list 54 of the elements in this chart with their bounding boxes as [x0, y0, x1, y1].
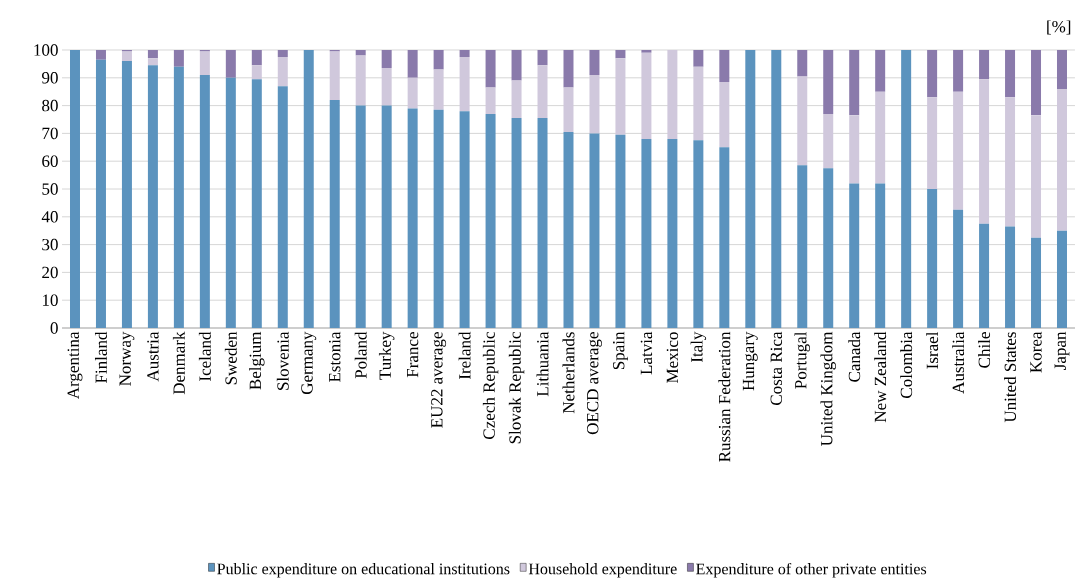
x-tick-label: Estonia: [329, 331, 341, 383]
x-tick-label: Argentina: [67, 331, 83, 400]
legend-label: Household expenditure: [528, 563, 677, 578]
x-tick-label: Poland: [354, 331, 367, 379]
y-tick-label: 30: [42, 239, 58, 251]
legend-label: Expenditure of other private entities: [696, 563, 927, 578]
x-tick-label: Australia: [952, 331, 965, 394]
x-tick-label: Portugal: [794, 332, 810, 389]
y-tick-label: 80: [42, 100, 58, 112]
x-tick-label: Mexico: [666, 332, 679, 384]
legend-label: Public expenditure on educational institutions: [217, 563, 510, 578]
x-tick-label: Japan: [1054, 331, 1070, 371]
y-axis-title: [%]: [1047, 20, 1071, 35]
x-tick-label: Canada: [848, 331, 861, 382]
x-tick-label: Finland: [94, 331, 107, 384]
x-tick-label: Slovenia: [276, 331, 289, 391]
x-tick-label: Germany: [301, 331, 317, 395]
y-tick-label: 0: [50, 322, 58, 334]
x-tick-label: EU22 average: [431, 332, 447, 428]
x-tick-label: Denmark: [172, 331, 185, 395]
x-tick-label: Israel: [926, 332, 939, 369]
x-tick-label: Norway: [119, 331, 135, 386]
y-tick-label: 60: [42, 155, 58, 168]
x-tick-label: Costa Rica: [770, 331, 782, 406]
x-tick-label: Russian Federation: [718, 331, 731, 462]
y-tick-label: 10: [42, 294, 58, 307]
x-tick-label: Slovak Republic: [508, 332, 525, 444]
x-tick-label: United Kingdom: [820, 331, 836, 447]
y-tick-label: 50: [42, 183, 58, 195]
x-tick-label: New Zealand: [874, 331, 887, 423]
x-tick-label: Chile: [978, 332, 991, 368]
x-tick-label: Iceland: [198, 331, 211, 382]
x-tick-label: Lithuania: [536, 331, 549, 397]
x-tick-label: Austria: [147, 331, 159, 382]
x-tick-label: Korea: [1030, 331, 1042, 373]
y-tick-label: 40: [41, 211, 58, 223]
x-tick-label: Czech Republic: [482, 332, 499, 440]
x-tick-label: United States: [1004, 332, 1017, 423]
x-tick-label: Colombia: [900, 331, 913, 399]
x-tick-label: Italy: [690, 331, 707, 363]
x-tick-label: Spain: [613, 331, 628, 370]
x-tick-label: Ireland: [458, 331, 471, 380]
y-tick-label: 100: [34, 44, 58, 56]
x-tick-label: Belgium: [249, 331, 265, 390]
x-tick-label: Sweden: [224, 331, 237, 385]
x-tick-label: Netherlands: [562, 332, 575, 414]
y-tick-label: 90: [42, 72, 58, 84]
x-tick-label: Turkey: [378, 331, 395, 380]
x-tick-label: Hungary: [742, 331, 758, 391]
x-tick-label: France: [407, 332, 419, 378]
y-tick-label: 20: [42, 266, 58, 279]
y-tick-label: 70: [42, 127, 58, 140]
x-tick-label: Latvia: [640, 331, 653, 375]
x-tick-label: OECD average: [587, 332, 602, 435]
